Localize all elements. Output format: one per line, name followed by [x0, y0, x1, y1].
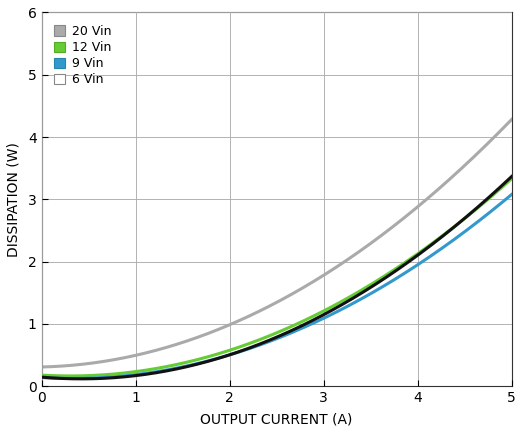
9 Vin — [70, 376, 76, 381]
Line: 12 Vin: 12 Vin — [42, 179, 511, 376]
20 Vin — [39, 365, 45, 370]
20 Vin — [424, 197, 430, 202]
20 Vin — [293, 289, 299, 294]
9 Vin — [319, 316, 325, 321]
6 Vin — [266, 338, 272, 343]
6 Vin — [319, 313, 325, 318]
Line: 20 Vin: 20 Vin — [42, 120, 511, 367]
9 Vin — [294, 328, 300, 333]
X-axis label: OUTPUT CURRENT (A): OUTPUT CURRENT (A) — [200, 412, 353, 426]
12 Vin — [425, 244, 431, 249]
20 Vin — [508, 117, 515, 122]
6 Vin — [78, 376, 84, 381]
12 Vin — [319, 309, 325, 314]
9 Vin — [266, 339, 272, 344]
20 Vin — [497, 128, 504, 133]
12 Vin — [508, 176, 515, 181]
12 Vin — [263, 335, 269, 340]
9 Vin — [498, 200, 505, 206]
9 Vin — [508, 192, 515, 197]
9 Vin — [425, 255, 431, 261]
6 Vin — [508, 174, 515, 179]
6 Vin — [294, 326, 300, 331]
6 Vin — [498, 184, 505, 189]
6 Vin — [39, 375, 45, 380]
12 Vin — [498, 185, 505, 191]
12 Vin — [266, 333, 272, 339]
Line: 6 Vin: 6 Vin — [42, 177, 511, 379]
20 Vin — [319, 274, 325, 279]
Y-axis label: DISSIPATION (W): DISSIPATION (W) — [7, 142, 21, 257]
9 Vin — [263, 340, 269, 346]
6 Vin — [263, 339, 269, 344]
9 Vin — [39, 375, 45, 380]
Line: 9 Vin: 9 Vin — [42, 194, 511, 378]
12 Vin — [294, 321, 300, 326]
6 Vin — [425, 245, 431, 250]
20 Vin — [265, 304, 271, 310]
12 Vin — [39, 372, 45, 378]
12 Vin — [67, 373, 74, 378]
Legend: 20 Vin, 12 Vin, 9 Vin, 6 Vin: 20 Vin, 12 Vin, 9 Vin, 6 Vin — [48, 19, 117, 93]
20 Vin — [262, 306, 268, 311]
